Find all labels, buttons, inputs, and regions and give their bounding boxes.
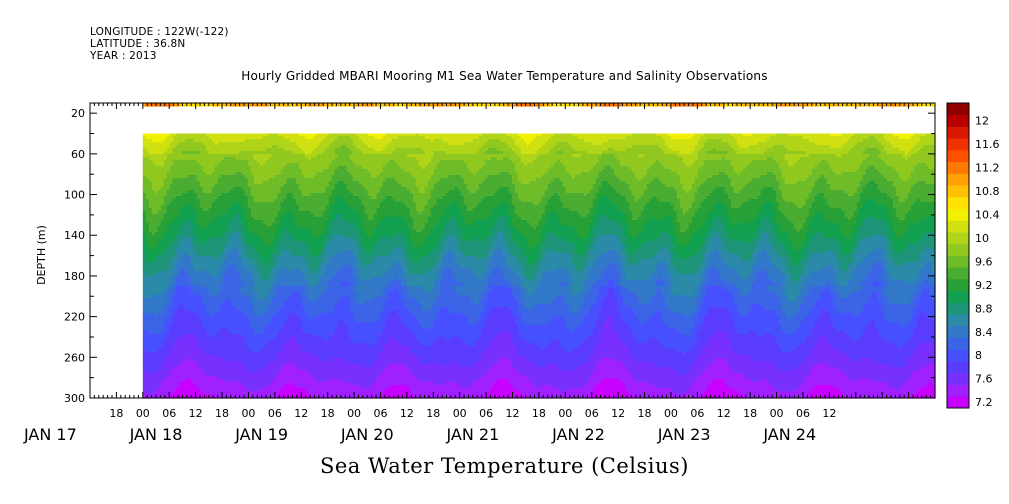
heatmap-plot-area (90, 103, 936, 399)
